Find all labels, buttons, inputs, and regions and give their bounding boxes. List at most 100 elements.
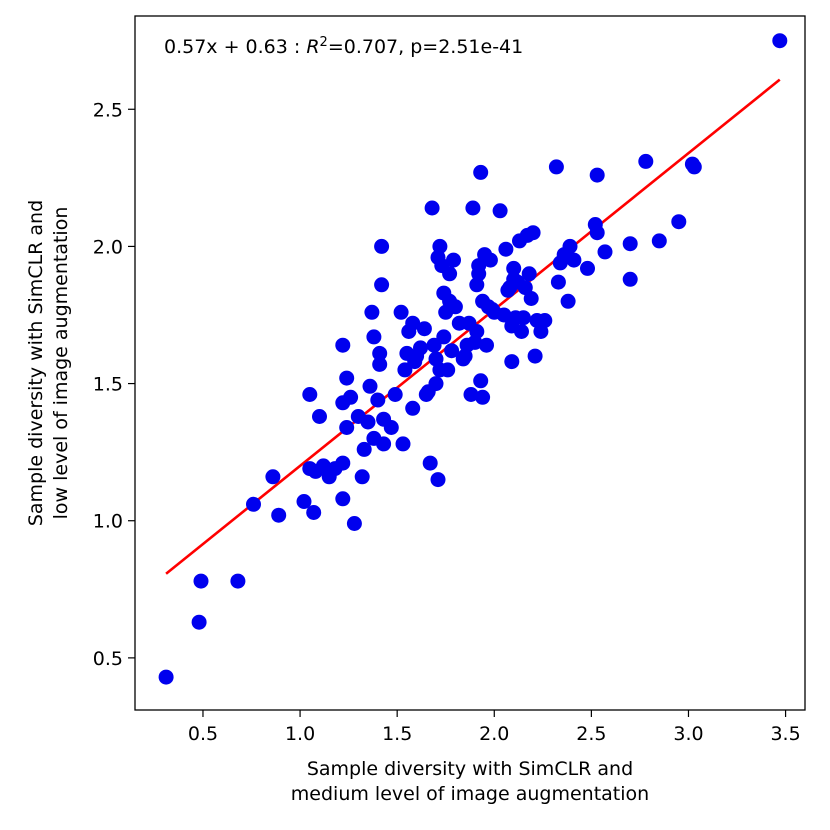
data-point [370, 392, 386, 408]
data-point [372, 356, 388, 372]
data-point [428, 376, 444, 392]
data-point [514, 324, 529, 339]
data-point [343, 389, 359, 405]
data-point [191, 614, 207, 630]
data-point [395, 436, 411, 452]
data-point [376, 436, 392, 452]
data-point [473, 164, 489, 180]
data-point [525, 225, 541, 241]
data-point [440, 362, 456, 378]
x-tick-label: 0.5 [188, 723, 218, 745]
data-point [504, 354, 520, 370]
data-point [383, 420, 399, 435]
data-point [492, 203, 508, 219]
x-tick-label: 2.5 [576, 723, 606, 745]
points-layer [158, 33, 788, 685]
annotation-suffix: =0.707, p=2.51e-41 [328, 36, 523, 58]
data-point [537, 313, 553, 328]
data-point [405, 400, 421, 416]
data-point [393, 304, 409, 320]
data-point [548, 159, 564, 175]
data-point [566, 252, 582, 268]
plot-background [135, 16, 805, 710]
y-axis-label-line-2: low level of image augmentation [50, 207, 72, 520]
data-point [356, 441, 372, 457]
data-point [442, 266, 458, 282]
data-point [339, 370, 355, 386]
data-point [306, 505, 322, 520]
x-tick-label: 3.0 [673, 723, 703, 745]
plot-frame [134, 15, 806, 711]
x-axis-label-line-2: medium level of image augmentation [291, 783, 649, 805]
data-point [506, 260, 522, 276]
y-axis-label-line-1: Sample diversity with SimCLR and [25, 200, 47, 526]
x-tick-label: 3.5 [770, 723, 800, 745]
data-point [444, 343, 460, 359]
data-point [515, 310, 531, 326]
data-point [397, 362, 413, 378]
data-point [296, 494, 312, 509]
data-point [446, 252, 461, 268]
data-point [366, 329, 382, 345]
data-point [580, 260, 595, 276]
data-point [651, 233, 667, 249]
data-point [475, 389, 491, 405]
data-point [193, 573, 209, 589]
data-point [405, 315, 421, 331]
data-point [465, 200, 481, 216]
data-point [271, 507, 287, 523]
y-tick-label: 1.5 [93, 374, 123, 396]
data-point [346, 516, 362, 531]
data-point [335, 337, 351, 353]
data-point [265, 469, 281, 485]
data-point [339, 420, 355, 435]
x-tick-label: 2.0 [479, 723, 509, 745]
data-point [335, 491, 351, 507]
data-point [430, 472, 446, 488]
x-tick-label: 1.5 [382, 723, 412, 745]
annotation-r-exponent: 2 [320, 35, 328, 50]
data-point [416, 321, 432, 337]
data-point [527, 348, 543, 364]
data-point [312, 409, 327, 424]
data-point [562, 238, 578, 254]
data-point [550, 274, 566, 290]
data-point [482, 252, 498, 268]
data-point [671, 214, 687, 230]
data-point [589, 167, 605, 183]
data-point [463, 387, 479, 402]
data-point [471, 258, 487, 274]
data-point [302, 387, 318, 402]
data-point [374, 238, 390, 254]
data-point [372, 345, 388, 361]
annotation-prefix: 0.57x + 0.63 : [164, 36, 306, 58]
data-point [622, 236, 638, 252]
data-point [432, 238, 448, 254]
x-axis: 0.5 1.0 1.5 2.0 2.5 3.0 3.5 [188, 710, 801, 745]
data-point [354, 469, 370, 485]
data-point [246, 496, 261, 512]
y-tick-label: 2.0 [93, 236, 123, 258]
y-tick-label: 0.5 [93, 648, 123, 670]
data-point [622, 271, 638, 287]
data-point [436, 329, 452, 345]
data-point [387, 387, 403, 402]
data-point [469, 324, 485, 339]
data-point [473, 373, 489, 389]
data-point [521, 266, 537, 282]
y-axis: 0.5 1.0 1.5 2.0 2.5 [93, 99, 135, 670]
data-point [374, 277, 390, 293]
data-point [638, 153, 654, 169]
data-point [772, 33, 788, 49]
data-point [597, 244, 613, 260]
data-point [447, 299, 463, 315]
data-point [422, 455, 438, 471]
data-point [360, 414, 376, 430]
data-point [362, 378, 378, 394]
data-point [424, 200, 440, 216]
data-point [158, 669, 174, 685]
data-point [364, 304, 380, 320]
data-point [560, 293, 576, 309]
data-point [498, 241, 514, 257]
